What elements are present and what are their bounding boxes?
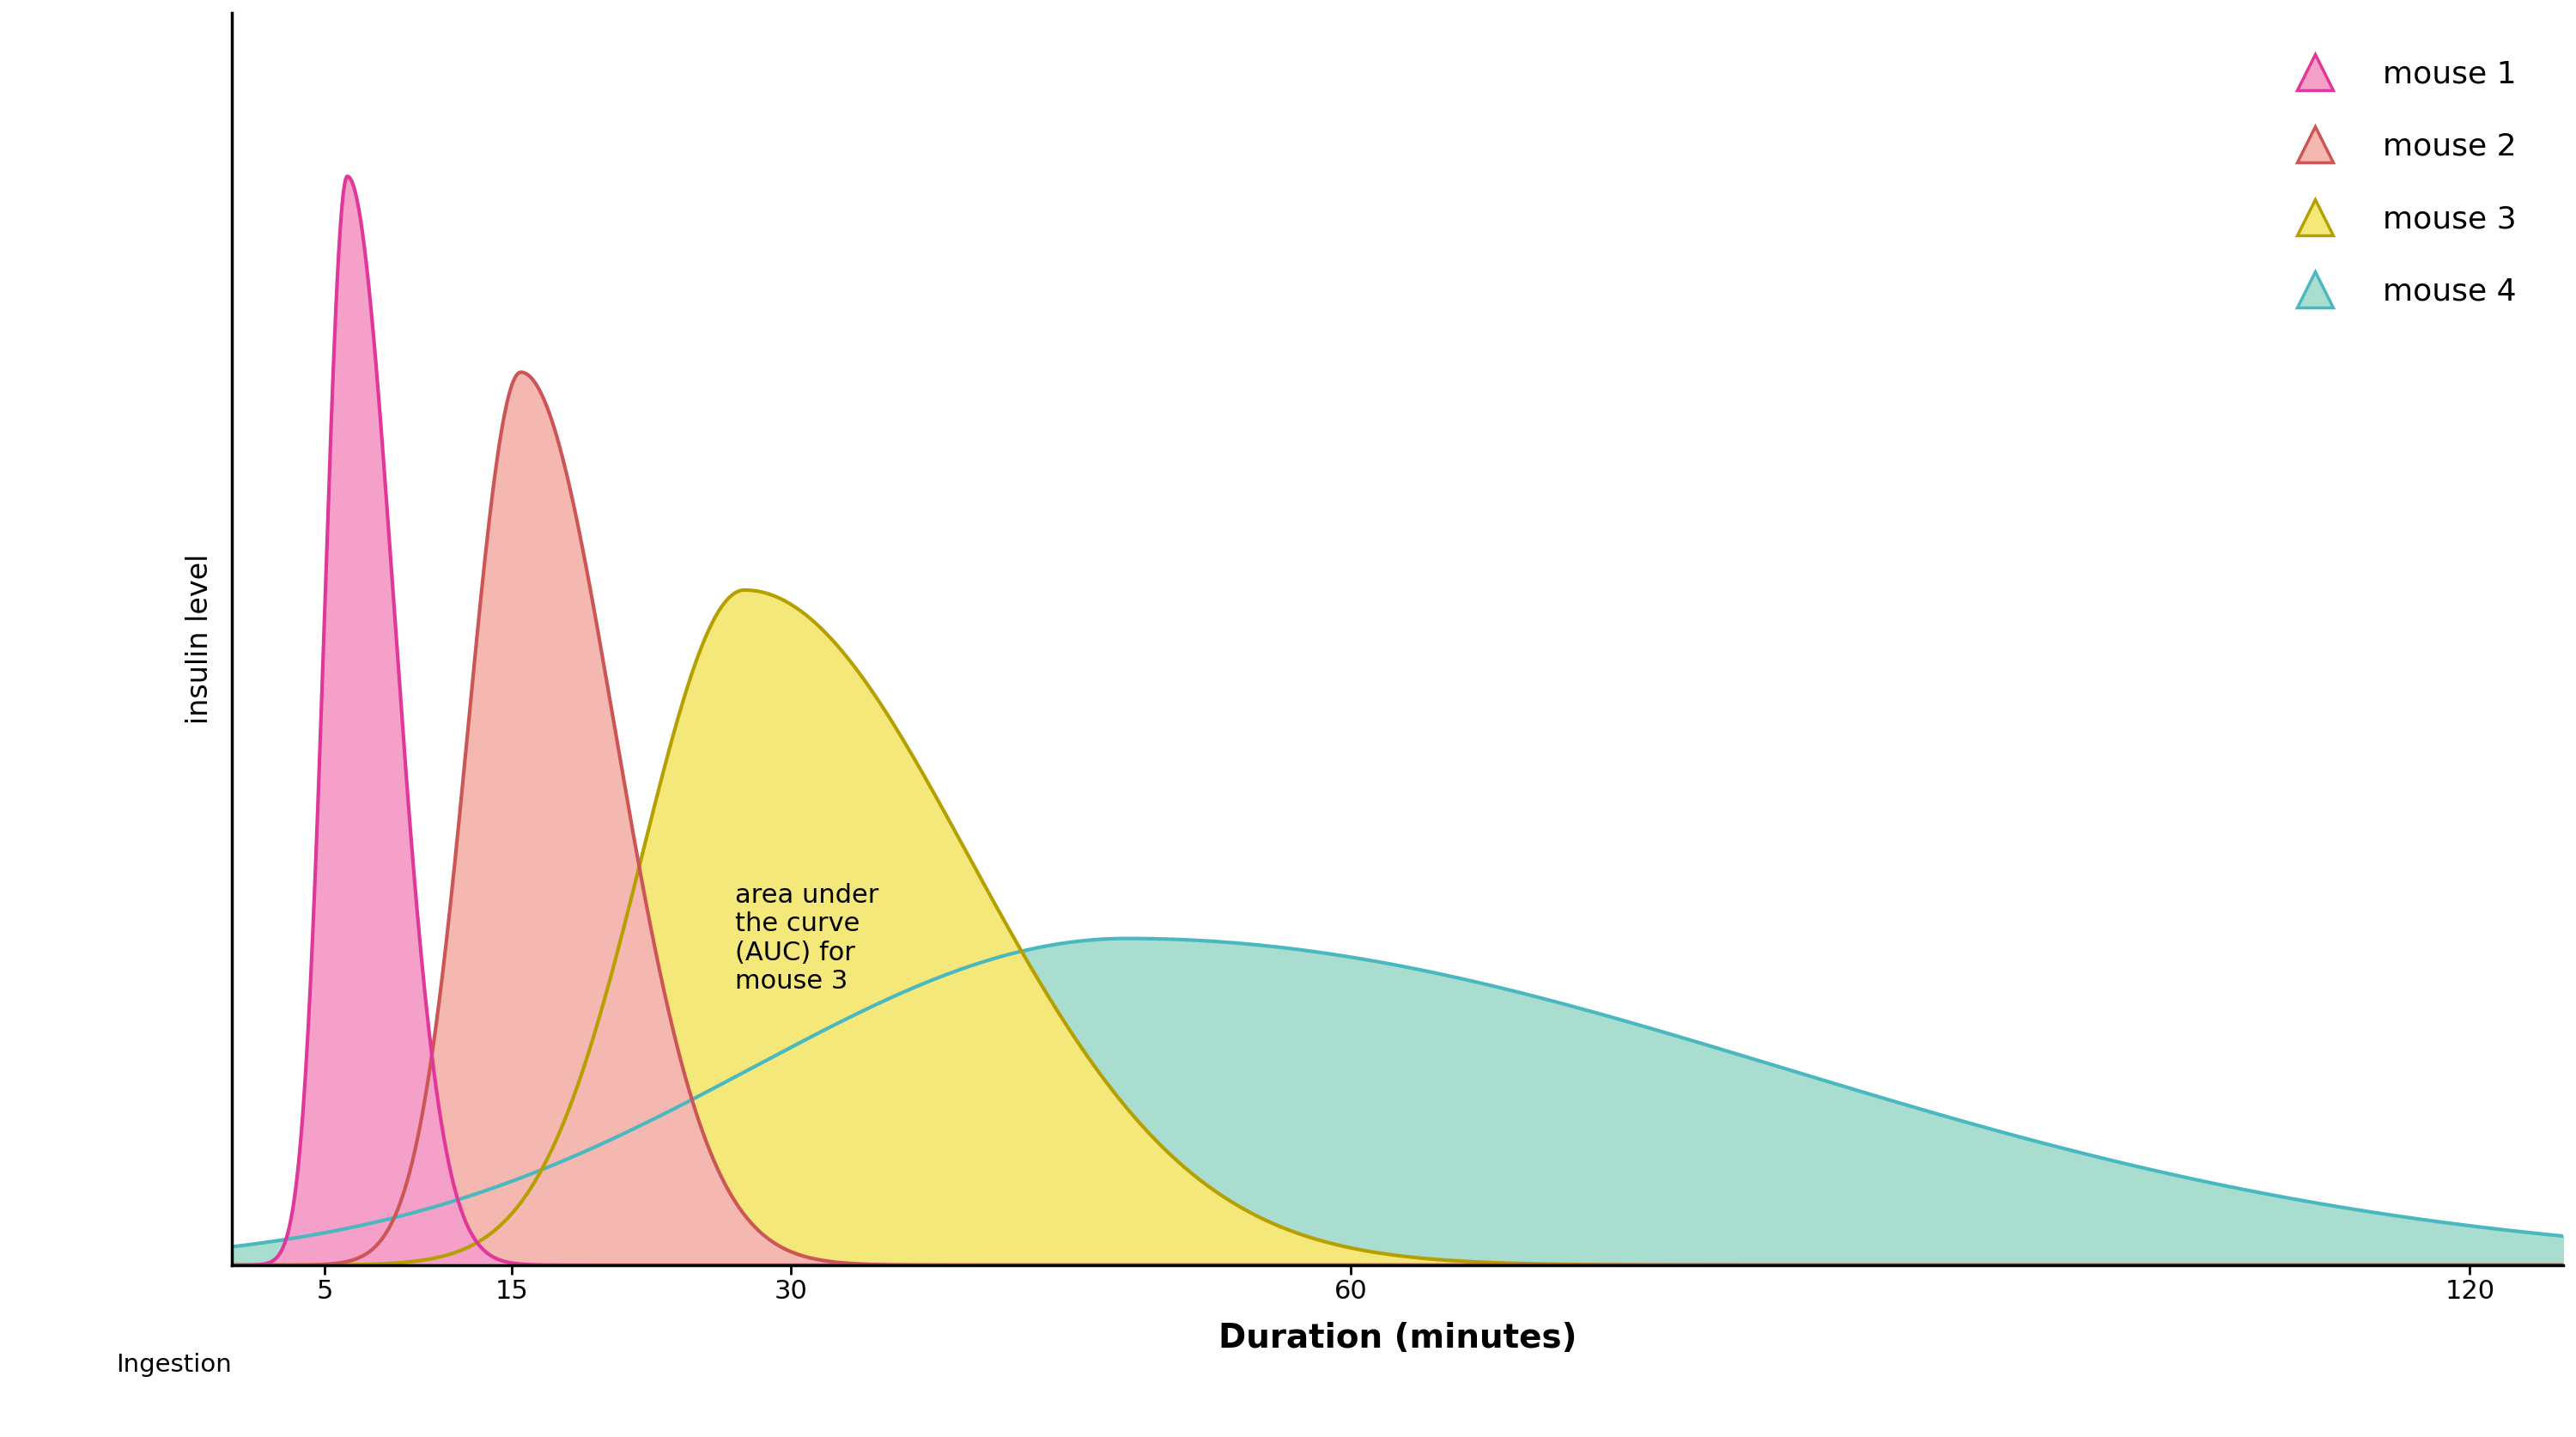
X-axis label: Duration (minutes): Duration (minutes) <box>1218 1322 1577 1354</box>
Y-axis label: insulin level: insulin level <box>185 553 214 724</box>
Text: area under
the curve
(AUC) for
mouse 3: area under the curve (AUC) for mouse 3 <box>734 882 878 994</box>
Text: Ingestion: Ingestion <box>116 1352 232 1377</box>
Legend: mouse 1, mouse 2, mouse 3, mouse 4: mouse 1, mouse 2, mouse 3, mouse 4 <box>2254 29 2548 338</box>
